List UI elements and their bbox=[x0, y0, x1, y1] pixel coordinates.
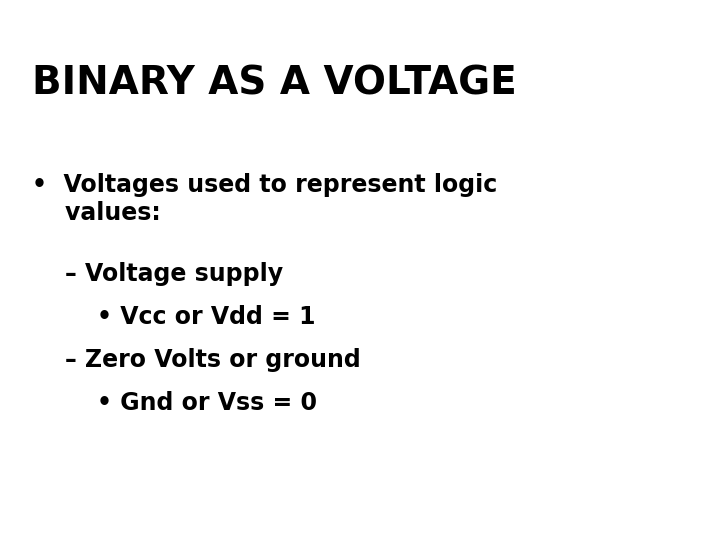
Text: • Vcc or Vdd = 1: • Vcc or Vdd = 1 bbox=[97, 305, 315, 329]
Text: – Voltage supply: – Voltage supply bbox=[65, 262, 283, 286]
Text: •  Voltages used to represent logic
    values:: • Voltages used to represent logic value… bbox=[32, 173, 498, 225]
Text: • Gnd or Vss = 0: • Gnd or Vss = 0 bbox=[97, 392, 318, 415]
Text: – Zero Volts or ground: – Zero Volts or ground bbox=[65, 348, 361, 372]
Text: BINARY AS A VOLTAGE: BINARY AS A VOLTAGE bbox=[32, 65, 517, 103]
